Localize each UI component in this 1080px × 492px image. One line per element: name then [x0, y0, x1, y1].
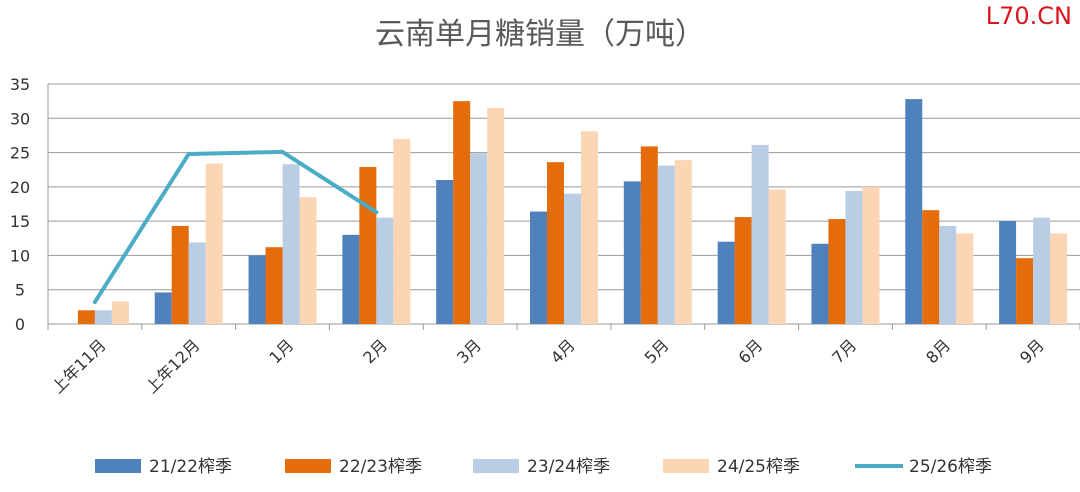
line-series — [92, 149, 379, 305]
bar — [154, 292, 172, 324]
bar — [188, 242, 206, 324]
y-tick-label: 0 — [15, 315, 25, 334]
bar — [862, 186, 880, 324]
x-tick-label: 6月 — [735, 335, 767, 367]
bar — [205, 163, 223, 324]
y-tick-label: 10 — [10, 246, 30, 265]
bar — [1050, 233, 1068, 324]
y-tick-label: 30 — [10, 109, 30, 128]
bar — [922, 210, 940, 324]
y-tick-label: 35 — [10, 75, 30, 94]
bar — [623, 181, 641, 324]
bar — [530, 211, 547, 324]
bar — [751, 145, 769, 324]
bar — [905, 99, 923, 324]
legend-label: 23/24榨季 — [527, 457, 610, 477]
x-tick-label: 上年11月 — [48, 335, 110, 397]
bar — [734, 217, 752, 324]
legend-swatch — [285, 459, 331, 473]
y-tick-label: 5 — [15, 281, 25, 300]
bars — [77, 99, 1068, 325]
bar — [342, 234, 360, 324]
bar — [94, 310, 112, 324]
bar — [453, 101, 471, 325]
legend-label: 22/23榨季 — [339, 457, 422, 477]
legend: 21/22榨季 22/23榨季 23/24榨季 24/25榨季 25/26榨季 — [95, 457, 992, 477]
x-tick-label: 8月 — [922, 335, 954, 367]
x-tick-label: 5月 — [641, 335, 673, 367]
y-tick-label: 15 — [10, 212, 30, 231]
legend-label: 21/22榨季 — [149, 457, 232, 477]
bar — [376, 217, 394, 324]
bar — [717, 241, 735, 324]
x-tick-label: 上年12月 — [142, 335, 204, 397]
bar — [640, 146, 658, 324]
bar — [674, 160, 692, 324]
bar — [393, 138, 411, 324]
x-tick-label: 4月 — [547, 335, 579, 367]
y-tick-label: 20 — [10, 178, 30, 197]
x-tick-label: 9月 — [1016, 335, 1048, 367]
bar — [359, 166, 377, 324]
bar — [845, 190, 863, 324]
bar — [1016, 258, 1034, 324]
bar — [265, 247, 283, 324]
bar — [828, 219, 846, 324]
legend-swatch — [473, 459, 519, 473]
legend-label: 25/26榨季 — [909, 457, 992, 477]
bar — [299, 197, 317, 324]
legend-swatch — [663, 459, 709, 473]
watermark-text: L70.CN — [986, 2, 1072, 30]
bar — [547, 162, 564, 324]
bar — [811, 243, 829, 324]
bar — [581, 131, 598, 324]
legend-swatch — [95, 459, 141, 473]
legend-label: 24/25榨季 — [717, 457, 800, 477]
bar — [939, 225, 957, 324]
series-line — [92, 149, 379, 305]
bar — [956, 233, 974, 324]
bar — [77, 310, 95, 324]
bar — [657, 165, 675, 324]
chart-title: 云南单月糖销量（万吨） — [375, 17, 705, 52]
bar — [470, 153, 488, 324]
x-tick-label: 1月 — [265, 335, 297, 367]
bar — [1033, 217, 1051, 324]
bar — [768, 189, 786, 324]
y-tick-label: 25 — [10, 144, 30, 163]
x-tick-label: 7月 — [828, 335, 860, 367]
x-tick-label: 2月 — [359, 335, 391, 367]
bar — [282, 164, 300, 324]
bar — [564, 193, 581, 324]
bar — [436, 180, 454, 324]
bar — [171, 225, 189, 324]
bar — [999, 221, 1017, 324]
x-tick-label: 3月 — [453, 335, 485, 367]
bar — [111, 301, 129, 324]
bar — [487, 108, 505, 324]
bar — [248, 255, 266, 324]
